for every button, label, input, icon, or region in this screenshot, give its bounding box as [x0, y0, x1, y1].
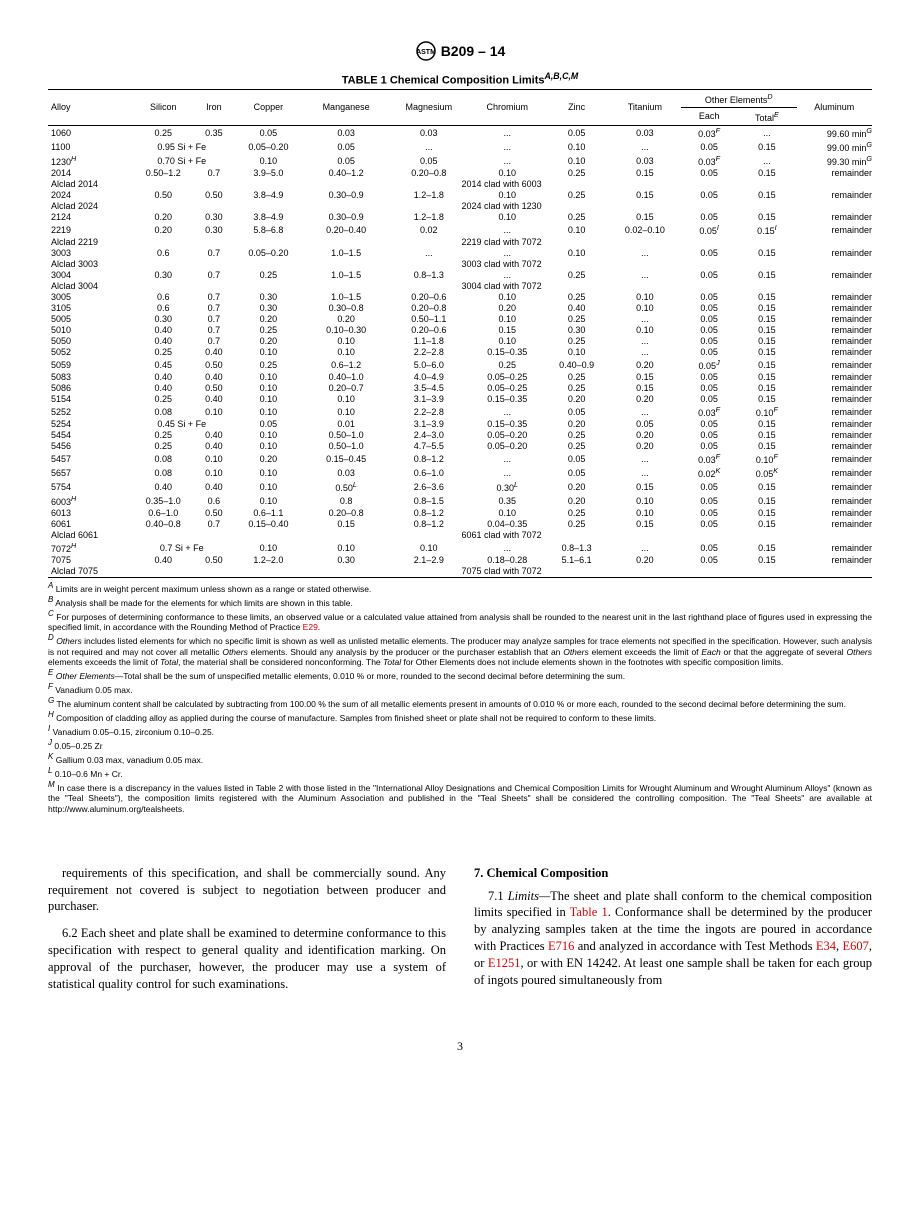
- footnote: H Composition of cladding alloy as appli…: [48, 710, 872, 723]
- col-cu: Copper: [232, 89, 304, 125]
- col-alloy: Alloy: [48, 89, 131, 125]
- table-row: 30050.60.70.301.0–1.50.20–0.60.100.250.1…: [48, 292, 872, 303]
- table-row: 50520.250.400.100.102.2–2.80.15–0.350.10…: [48, 347, 872, 358]
- table-row: 51540.250.400.100.103.1–3.90.15–0.350.20…: [48, 394, 872, 405]
- link-e607[interactable]: E607: [842, 939, 868, 953]
- col-al: Aluminum: [797, 89, 872, 125]
- footnote: K Gallium 0.03 max, vanadium 0.05 max.: [48, 752, 872, 765]
- table-row: 50590.450.500.250.6–1.25.0–6.00.250.40–0…: [48, 358, 872, 372]
- table-row: Alclad 60616061 clad with 7072: [48, 530, 872, 541]
- para-6-2: 6.2 Each sheet and plate shall be examin…: [48, 925, 446, 993]
- footnote: M In case there is a discrepancy in the …: [48, 780, 872, 815]
- table-row: 22190.200.305.8–6.80.20–0.400.02...0.100…: [48, 223, 872, 237]
- footnote: B Analysis shall be made for the element…: [48, 595, 872, 608]
- table-row: 50500.400.70.200.101.1–1.80.100.25...0.0…: [48, 336, 872, 347]
- table-row: Alclad 30033003 clad with 7072: [48, 259, 872, 270]
- table-row: 50050.300.70.200.200.50–1.10.100.25...0.…: [48, 314, 872, 325]
- table-row: 11000.95 Si + Fe0.05–0.200.05......0.10.…: [48, 140, 872, 154]
- col-fe: Iron: [195, 89, 232, 125]
- footnote: E Other Elements—Total shall be the sum …: [48, 668, 872, 681]
- footnote: C For purposes of determining conformanc…: [48, 609, 872, 633]
- col-si: Silicon: [131, 89, 195, 125]
- table-row: 21240.200.303.8–4.90.30–0.91.2–1.80.100.…: [48, 212, 872, 223]
- col-other: Other ElementsD: [681, 89, 797, 107]
- left-column: requirements of this specification, and …: [48, 865, 446, 1003]
- link-e716[interactable]: E716: [548, 939, 574, 953]
- table-row: 54560.250.400.100.50–1.04.7–5.50.05–0.20…: [48, 441, 872, 452]
- table-row: 50860.400.500.100.20–0.73.5–4.50.05–0.25…: [48, 383, 872, 394]
- table-row: 60130.6–1.00.500.6–1.10.20–0.80.8–1.20.1…: [48, 508, 872, 519]
- table-row: 70750.400.501.2–2.00.302.1–2.90.18–0.285…: [48, 555, 872, 566]
- footnote: G The aluminum content shall be calculat…: [48, 696, 872, 709]
- page-number: 3: [48, 1039, 872, 1054]
- col-mn: Manganese: [305, 89, 388, 125]
- footnotes: A Limits are in weight percent maximum u…: [48, 581, 872, 815]
- right-column: 7. Chemical Composition 7.1 Limits—The s…: [474, 865, 872, 1003]
- table-row: 30030.60.70.05–0.201.0–1.5......0.10...0…: [48, 248, 872, 259]
- doc-header: ASTM B209 – 14: [48, 40, 872, 65]
- composition-table: Alloy Silicon Iron Copper Manganese Magn…: [48, 89, 872, 578]
- link-e34[interactable]: E34: [816, 939, 836, 953]
- footnote: I Vanadium 0.05–0.15, zirconium 0.10–0.2…: [48, 724, 872, 737]
- section-7-title: 7. Chemical Composition: [474, 865, 872, 882]
- footnote: J 0.05–0.25 Zr: [48, 738, 872, 751]
- table-row: Alclad 22192219 clad with 7072: [48, 237, 872, 248]
- table-row: 56570.080.100.100.030.6–1.0...0.05...0.0…: [48, 466, 872, 480]
- link-e1251[interactable]: E1251: [488, 956, 521, 970]
- table-row: 7072H0.7 Si + Fe0.100.100.10...0.8–1.3..…: [48, 541, 872, 555]
- table-row: Alclad 20242024 clad with 1230: [48, 201, 872, 212]
- table-title: TABLE 1 Chemical Composition LimitsA,B,C…: [48, 71, 872, 87]
- table-row: 52520.080.100.100.102.2–2.8...0.05...0.0…: [48, 405, 872, 419]
- col-total: TotalE: [737, 107, 796, 125]
- table-row: 50830.400.400.100.40–1.04.0–4.90.05–0.25…: [48, 372, 872, 383]
- table-row: 20140.50–1.20.73.9–5.00.40–1.20.20–0.80.…: [48, 168, 872, 179]
- table-body: 10600.250.350.050.030.03...0.050.030.03F…: [48, 125, 872, 577]
- table-row: 20240.500.503.8–4.90.30–0.91.2–1.80.100.…: [48, 190, 872, 201]
- table-row: Alclad 30043004 clad with 7072: [48, 281, 872, 292]
- table-row: 30040.300.70.251.0–1.50.8–1.3...0.25...0…: [48, 270, 872, 281]
- table-row: 1230H0.70 Si + Fe0.100.050.05...0.100.03…: [48, 154, 872, 168]
- table-row: Alclad 70757075 clad with 7072: [48, 566, 872, 578]
- table-row: 60610.40–0.80.70.15–0.400.150.8–1.20.04–…: [48, 519, 872, 530]
- col-each: Each: [681, 107, 737, 125]
- table-row: 54540.250.400.100.50–1.02.4–3.00.05–0.20…: [48, 430, 872, 441]
- table-row: 10600.250.350.050.030.03...0.050.030.03F…: [48, 125, 872, 140]
- astm-logo-icon: ASTM: [415, 40, 437, 65]
- body-text: requirements of this specification, and …: [48, 865, 872, 1003]
- footnote: F Vanadium 0.05 max.: [48, 682, 872, 695]
- para-6-1-cont: requirements of this specification, and …: [48, 865, 446, 916]
- svg-text:ASTM: ASTM: [416, 49, 436, 56]
- footnote: D Others includes listed elements for wh…: [48, 633, 872, 668]
- footnote: A Limits are in weight percent maximum u…: [48, 581, 872, 594]
- link-table1[interactable]: Table 1: [570, 905, 608, 919]
- col-cr: Chromium: [470, 89, 544, 125]
- table-row: 6003H0.35–1.00.60.100.80.8–1.50.350.200.…: [48, 494, 872, 508]
- table-row: 50100.400.70.250.10–0.300.20–0.60.150.30…: [48, 325, 872, 336]
- table-row: 52540.45 Si + Fe0.050.013.1–3.90.15–0.35…: [48, 419, 872, 430]
- table-row: 57540.400.400.100.50L2.6–3.60.30L0.200.1…: [48, 480, 872, 494]
- footnote: L 0.10–0.6 Mn + Cr.: [48, 766, 872, 779]
- col-mg: Magnesium: [388, 89, 470, 125]
- col-zn: Zinc: [544, 89, 608, 125]
- table-row: 31050.60.70.300.30–0.80.20–0.80.200.400.…: [48, 303, 872, 314]
- designation: B209 – 14: [441, 43, 506, 59]
- para-7-1: 7.1 Limits—The sheet and plate shall con…: [474, 888, 872, 989]
- col-ti: Titanium: [609, 89, 681, 125]
- table-row: Alclad 20142014 clad with 6003: [48, 179, 872, 190]
- table-row: 54570.080.100.200.15–0.450.8–1.2...0.05.…: [48, 452, 872, 466]
